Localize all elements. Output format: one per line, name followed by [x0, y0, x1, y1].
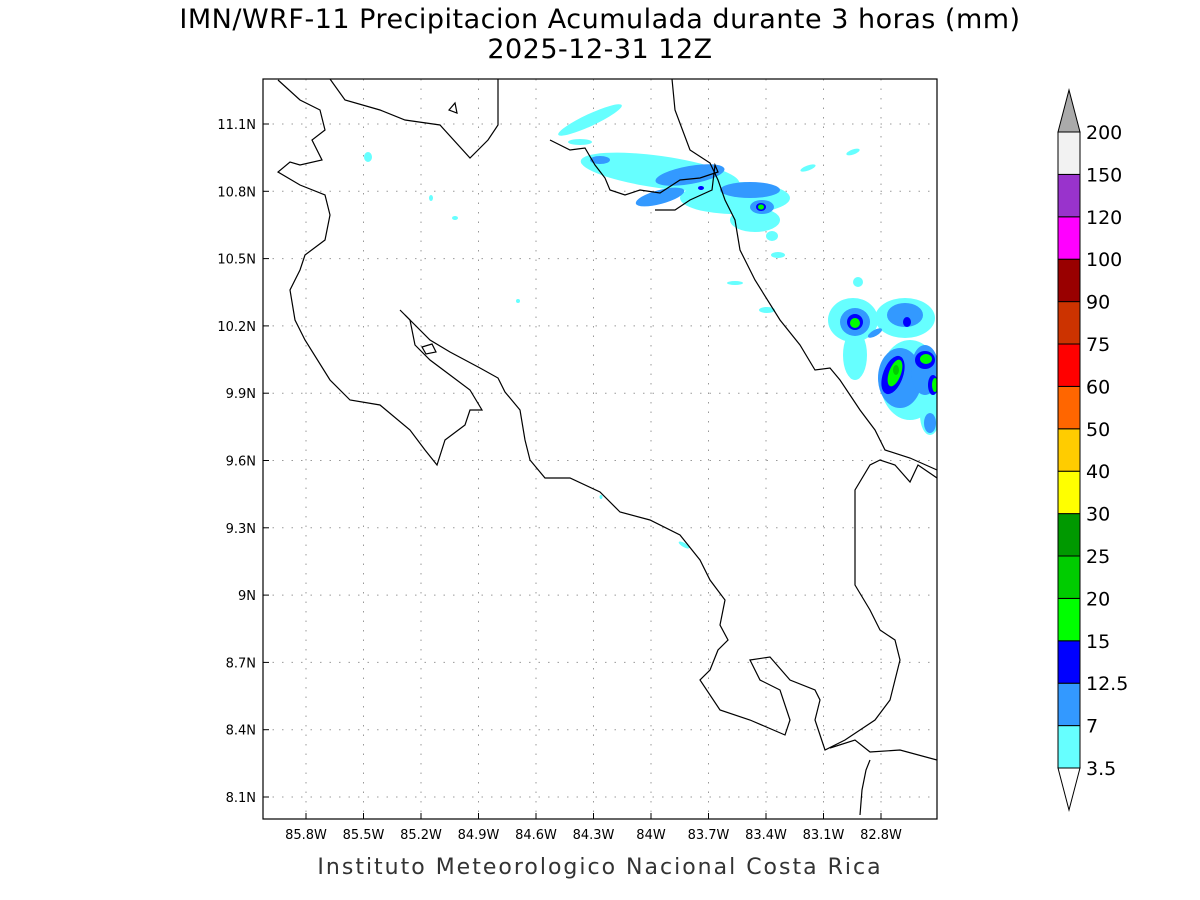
lon-label: 83.1W [803, 828, 845, 843]
coastlines [276, 79, 937, 816]
colorbar-swatch [1057, 640, 1081, 684]
colorbar-label: 3.5 [1086, 758, 1116, 780]
lat-label: 8.4N [226, 724, 256, 739]
colorbar-swatch [1057, 725, 1081, 769]
colorbar-label: 75 [1086, 334, 1110, 356]
colorbar-swatch [1057, 216, 1081, 260]
lon-label: 84.6W [515, 828, 557, 843]
colorbar-label: 7 [1086, 716, 1098, 738]
lat-label: 9.3N [226, 522, 256, 537]
precipitation-field [364, 104, 937, 549]
colorbar-swatch [1057, 555, 1081, 599]
lat-label: 11.1N [217, 118, 256, 133]
lon-label: 83.7W [688, 828, 730, 843]
map-frame [262, 78, 938, 820]
lat-label: 10.8N [217, 185, 256, 200]
colorbar-over-arrow [1057, 88, 1081, 133]
lon-label: 85.2W [400, 828, 442, 843]
footer-credit: Instituto Meteorologico Nacional Costa R… [317, 855, 883, 880]
colorbar-under-arrow [1057, 767, 1081, 812]
lat-label: 9.6N [226, 455, 256, 470]
colorbar-label: 40 [1086, 461, 1110, 483]
lon-label: 85.5W [343, 828, 385, 843]
colorbar-swatch [1057, 131, 1081, 175]
colorbar-label: 12.5 [1086, 673, 1128, 695]
colorbar-swatch [1057, 428, 1081, 472]
colorbar-label: 90 [1086, 292, 1110, 314]
lon-label: 84W [636, 828, 666, 843]
lat-label: 8.7N [226, 656, 256, 671]
lat-label: 10.5N [217, 253, 256, 268]
colorbar-swatch [1057, 258, 1081, 303]
latitude-labels: 11.1N 10.8N 10.5N 10.2N 9.9N 9.6N 9.3N 9N 8.7N 8.… [217, 118, 269, 806]
colorbar-label: 100 [1086, 249, 1122, 271]
colorbar-swatch [1057, 597, 1081, 642]
lon-label: 82.8W [860, 828, 902, 843]
precip-20-25 [893, 365, 899, 375]
lat-label: 9N [238, 589, 256, 604]
colorbar-label: 25 [1086, 546, 1110, 568]
lat-label: 8.1N [226, 791, 256, 806]
colorbar-swatch [1057, 470, 1081, 515]
colorbar-label: 30 [1086, 504, 1110, 526]
colorbar-swatch [1057, 173, 1081, 218]
colorbar-label: 20 [1086, 588, 1110, 610]
colorbar-label: 60 [1086, 376, 1110, 398]
colorbar-label: 200 [1086, 122, 1122, 144]
lon-label: 85.8W [285, 828, 327, 843]
gridlines [263, 79, 937, 819]
chart-subtitle: 2025-12-31 12Z [487, 34, 713, 65]
colorbar-swatch [1057, 513, 1081, 557]
lon-label: 83.4W [745, 828, 787, 843]
colorbar-swatch [1057, 301, 1081, 345]
colorbar-swatch [1057, 682, 1081, 727]
colorbar-label: 150 [1086, 164, 1122, 186]
chart-title: IMN/WRF-11 Precipitacion Acumulada duran… [179, 4, 1021, 35]
lon-label: 84.9W [458, 828, 500, 843]
lat-label: 9.9N [226, 387, 256, 402]
colorbar-label: 15 [1086, 631, 1110, 653]
colorbar-label: 120 [1086, 207, 1122, 229]
lat-label: 10.2N [217, 320, 256, 335]
lon-label: 84.3W [573, 828, 615, 843]
colorbar-swatch [1057, 343, 1081, 387]
colorbar-label: 50 [1086, 419, 1110, 441]
colorbar-legend: 3.5 7 12.5 15 20 25 30 40 50 60 75 90 100 120 150 200 [1057, 88, 1128, 812]
longitude-labels: 85.8W 85.5W 85.2W 84.9W 84.6W 84.3W 84W 83.7W 83… [285, 813, 902, 843]
colorbar-swatch [1057, 385, 1081, 430]
